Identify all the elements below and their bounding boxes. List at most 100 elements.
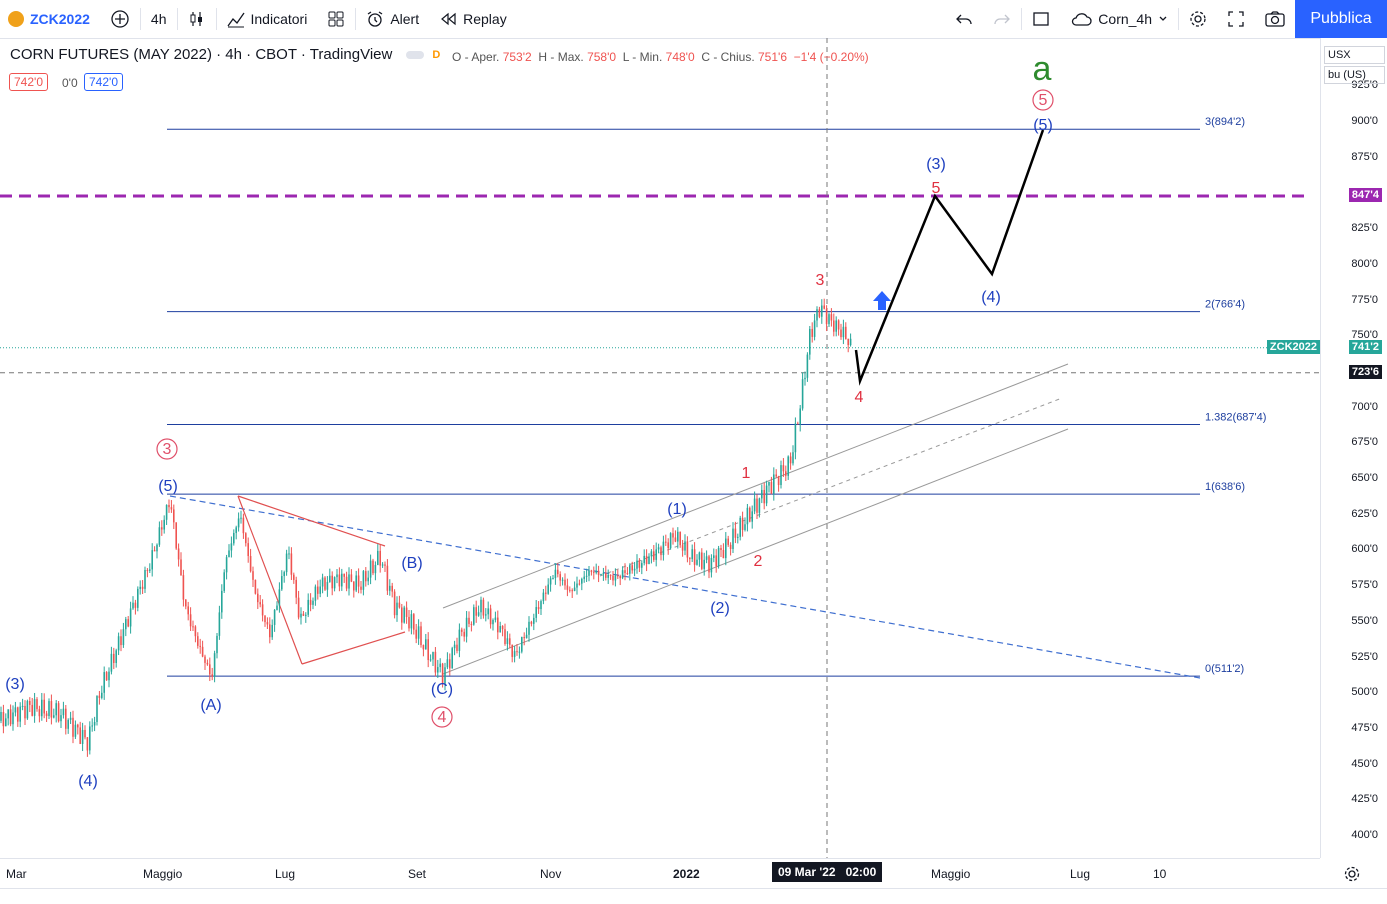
candle-body <box>103 672 105 693</box>
candle-body <box>26 700 29 719</box>
wave-label: (1) <box>667 501 687 518</box>
candle-body <box>228 550 230 558</box>
symbol-search-button[interactable]: ZCK2022 <box>24 0 100 38</box>
low-value: 748'0 <box>665 50 695 64</box>
candle-body <box>365 571 367 582</box>
candle-body <box>552 578 554 580</box>
candle-body <box>523 637 525 639</box>
undo-button[interactable] <box>945 0 983 38</box>
candle-body <box>79 727 81 744</box>
candle-body <box>621 570 624 579</box>
candle-body <box>504 629 506 644</box>
redo-button[interactable] <box>983 0 1021 38</box>
candle-body <box>189 614 192 627</box>
channel-lower-line <box>442 428 1069 675</box>
chevron-down-icon <box>1159 16 1167 21</box>
toolbar-divider <box>215 8 217 30</box>
candle-body <box>787 456 789 476</box>
legend-toggle[interactable] <box>406 50 425 59</box>
templates-button[interactable] <box>317 0 355 38</box>
candle-body <box>595 570 597 573</box>
candle-body <box>849 338 852 346</box>
candle-body <box>732 528 734 550</box>
candle-body <box>305 614 307 616</box>
candle-body <box>401 607 403 623</box>
candle-body <box>273 609 276 625</box>
candle-body <box>751 511 753 522</box>
unit-select[interactable]: bu (US) <box>1324 66 1385 84</box>
candle-body <box>415 629 417 639</box>
candle-body <box>343 573 345 577</box>
candle-body <box>499 626 501 633</box>
fullscreen-layout-button[interactable] <box>1022 0 1060 38</box>
candle-body <box>197 636 199 646</box>
candle-body <box>295 579 297 598</box>
candle-body <box>317 586 319 594</box>
candle-body <box>501 626 504 630</box>
candle-body <box>480 599 482 613</box>
wave-label: (4) <box>981 289 1001 306</box>
candle-body <box>833 320 835 332</box>
candle-body <box>847 338 849 346</box>
candle-body <box>41 699 43 717</box>
layout-name: Corn_4h <box>1098 11 1152 27</box>
wave-label: (C) <box>431 681 453 698</box>
candle-body <box>403 607 405 623</box>
candle-body <box>5 718 7 727</box>
candle-body <box>242 517 245 534</box>
candle-body <box>165 504 168 520</box>
candle-body <box>825 308 828 325</box>
currency-select[interactable]: USX <box>1324 46 1385 64</box>
candle-body <box>417 626 420 639</box>
chart-settings-gear-icon[interactable] <box>1343 865 1361 883</box>
fullscreen-button[interactable] <box>1217 0 1255 38</box>
price-scale[interactable]: 925'0 900'0 875'0 825'0 800'0 775'0 750'0 700'0… <box>1320 38 1387 858</box>
publish-button[interactable]: Pubblica <box>1295 0 1387 38</box>
price-chart[interactable]: 3(894'2) 2(766'4) 1.382(687'4) 1(638'6) 0(51… <box>0 38 1320 858</box>
candle-body <box>794 423 797 453</box>
buy-price-button[interactable]: 742'0 <box>84 73 123 91</box>
candle-body <box>156 544 158 552</box>
candle-body <box>307 599 309 615</box>
candle-body <box>547 584 549 594</box>
candle-body <box>744 524 746 530</box>
candle-body <box>638 560 641 568</box>
candle-body <box>437 667 439 673</box>
candle-body <box>108 671 110 681</box>
close-value: 751'6 <box>758 50 787 64</box>
candle-body <box>329 575 331 582</box>
price-tick-label: 925'0 <box>1351 79 1378 92</box>
candle-body <box>161 527 163 530</box>
candle-body <box>636 560 638 569</box>
interval-button[interactable]: 4h <box>141 0 177 38</box>
candle-body <box>21 705 24 707</box>
candle-body <box>806 354 809 378</box>
candle-body <box>50 701 53 718</box>
candle-body <box>559 574 561 581</box>
candle-body <box>24 705 26 719</box>
candle-body <box>389 585 391 591</box>
settings-button[interactable] <box>1179 0 1217 38</box>
time-scale[interactable]: Mar Maggio Lug Set Nov 2022 Maggio Lug 10 <box>0 858 1320 889</box>
price-tick-label: 600'0 <box>1351 543 1378 556</box>
candle-body <box>581 578 583 584</box>
candle-body <box>645 555 648 565</box>
sell-price-button[interactable]: 742'0 <box>9 73 48 91</box>
candle-body <box>149 569 151 571</box>
replay-button[interactable]: Replay <box>429 0 517 38</box>
candle-body <box>739 517 741 537</box>
candle-body <box>686 541 689 558</box>
candle-body <box>677 531 679 542</box>
layout-menu-button[interactable]: Corn_4h <box>1060 0 1178 38</box>
chart-type-button[interactable] <box>178 0 216 38</box>
candle-body <box>777 476 780 486</box>
alert-button[interactable]: Alert <box>356 0 429 38</box>
candle-body <box>408 616 410 629</box>
candle-body <box>2 711 5 727</box>
price-tick-label: 900'0 <box>1351 115 1378 127</box>
snapshot-button[interactable] <box>1255 0 1295 38</box>
price-tick-label: 525'0 <box>1351 650 1378 663</box>
candle-body <box>67 719 69 729</box>
compare-button[interactable] <box>100 0 140 38</box>
indicators-button[interactable]: Indicatori <box>217 0 318 38</box>
